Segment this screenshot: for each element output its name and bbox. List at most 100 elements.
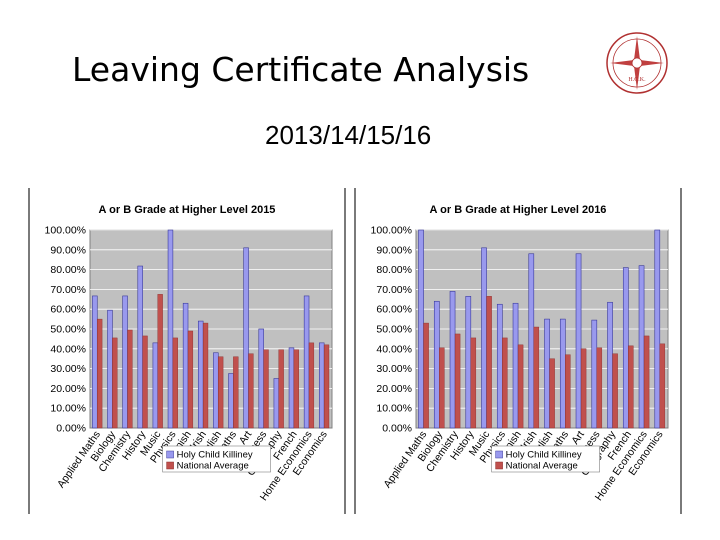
bar-national-2016 bbox=[439, 347, 445, 429]
bar-holy-child-2015 bbox=[243, 247, 249, 429]
bar-holy-child-2016 bbox=[528, 253, 535, 429]
y-tick-label-2015: 20.00% bbox=[50, 383, 86, 395]
bar-national-2016 bbox=[470, 337, 477, 429]
y-tick-label-2015: 90.00% bbox=[50, 244, 86, 256]
chart-title-2015: A or B Grade at Higher Level 2015 bbox=[99, 204, 276, 216]
bar-holy-child-2016 bbox=[496, 303, 503, 429]
bar-national-2015 bbox=[172, 337, 178, 429]
bar-national-2016 bbox=[643, 335, 650, 429]
y-tick-label-2016: 50.00% bbox=[376, 324, 412, 336]
bar-national-2015 bbox=[323, 344, 330, 429]
y-tick-label-2016: 40.00% bbox=[376, 343, 412, 355]
bar-national-2016 bbox=[423, 322, 429, 429]
legend-swatch-2016 bbox=[495, 461, 503, 470]
bar-holy-child-2016 bbox=[622, 267, 629, 429]
bar-national-2016 bbox=[659, 343, 666, 429]
slide-subtitle: 2013/14/15/16 bbox=[265, 120, 432, 150]
bar-holy-child-2016 bbox=[654, 229, 661, 429]
bar-holy-child-2015 bbox=[152, 342, 159, 429]
chart-2016-svg: A or B Grade at Higher Level 2016 0.00% 10… bbox=[371, 204, 669, 503]
bar-holy-child-2016 bbox=[638, 265, 645, 429]
bar-holy-child-2015 bbox=[258, 328, 264, 429]
bar-national-2016 bbox=[596, 347, 603, 429]
bar-national-2015 bbox=[97, 318, 103, 429]
bar-national-2015 bbox=[218, 356, 224, 429]
bar-national-2016 bbox=[502, 337, 508, 429]
bar-holy-child-2016 bbox=[575, 253, 582, 429]
bar-holy-child-2015 bbox=[228, 373, 234, 429]
bar-holy-child-2016 bbox=[544, 318, 550, 429]
svg-text:H.C.K.: H.C.K. bbox=[628, 77, 646, 83]
y-tick-label-2016: 90.00% bbox=[376, 244, 412, 256]
bar-national-2015 bbox=[233, 356, 239, 429]
legend-label-2016: Holy Child Killiney bbox=[506, 450, 582, 461]
bar-national-2015 bbox=[263, 349, 269, 429]
bar-holy-child-2015 bbox=[182, 302, 189, 429]
y-tick-label-2015: 50.00% bbox=[50, 324, 86, 336]
y-tick-label-2016: 10.00% bbox=[376, 403, 412, 415]
slide-title: Leaving Certificate Analysis bbox=[72, 50, 530, 89]
legend-label-2015: Holy Child Killiney bbox=[177, 450, 253, 461]
bar-national-2016 bbox=[549, 358, 555, 429]
y-tick-label-2016: 30.00% bbox=[376, 363, 412, 375]
bar-national-2015 bbox=[112, 337, 118, 429]
legend-swatch-2015 bbox=[166, 461, 174, 470]
legend-2015 bbox=[162, 445, 271, 473]
school-crest-logo: H.C.K. bbox=[606, 32, 668, 94]
y-tick-label-2015: 60.00% bbox=[50, 304, 86, 316]
y-tick-label-2016: 100.00% bbox=[371, 225, 412, 237]
bar-holy-child-2016 bbox=[607, 301, 613, 429]
legend-2016 bbox=[491, 445, 600, 473]
legend-label-2016: National Average bbox=[506, 461, 578, 472]
bar-holy-child-2016 bbox=[418, 229, 424, 429]
bar-holy-child-2015 bbox=[137, 265, 143, 429]
bar-national-2015 bbox=[293, 349, 299, 429]
y-tick-label-2016: 0.00% bbox=[382, 423, 412, 435]
y-tick-label-2016: 70.00% bbox=[376, 284, 412, 296]
bar-holy-child-2015 bbox=[288, 347, 295, 429]
y-tick-label-2016: 20.00% bbox=[376, 383, 412, 395]
bar-national-2016 bbox=[612, 353, 618, 429]
bar-holy-child-2016 bbox=[512, 302, 519, 429]
y-tick-label-2015: 10.00% bbox=[50, 403, 86, 415]
bar-holy-child-2015 bbox=[213, 352, 219, 429]
y-tick-label-2015: 30.00% bbox=[50, 363, 86, 375]
bar-national-2015 bbox=[157, 294, 163, 429]
legend-swatch-2016 bbox=[495, 450, 503, 459]
y-tick-label-2015: 0.00% bbox=[56, 423, 86, 435]
bar-national-2015 bbox=[248, 353, 254, 429]
bar-holy-child-2016 bbox=[433, 300, 440, 429]
bar-national-2016 bbox=[454, 333, 461, 429]
bar-national-2015 bbox=[142, 335, 148, 429]
y-tick-label-2015: 70.00% bbox=[50, 284, 86, 296]
bar-holy-child-2016 bbox=[449, 291, 456, 429]
bar-holy-child-2015 bbox=[197, 320, 204, 429]
bar-holy-child-2016 bbox=[465, 296, 472, 429]
chart-title-2016: A or B Grade at Higher Level 2016 bbox=[430, 204, 607, 216]
bar-national-2016 bbox=[628, 345, 634, 429]
bar-holy-child-2016 bbox=[591, 319, 598, 429]
legend-label-2015: National Average bbox=[177, 461, 249, 472]
bar-holy-child-2015 bbox=[273, 378, 280, 429]
bar-holy-child-2015 bbox=[303, 295, 310, 429]
bar-holy-child-2015 bbox=[107, 309, 113, 429]
bar-national-2015 bbox=[127, 329, 133, 429]
bar-holy-child-2015 bbox=[122, 295, 128, 429]
bar-national-2015 bbox=[278, 349, 284, 429]
bar-national-2016 bbox=[533, 326, 540, 429]
bar-holy-child-2016 bbox=[481, 247, 487, 429]
bar-national-2016 bbox=[517, 344, 524, 429]
bar-holy-child-2015 bbox=[318, 342, 325, 429]
y-tick-label-2016: 80.00% bbox=[376, 264, 412, 276]
chart-2015: A or B Grade at Higher Level 2015 0.00% 10… bbox=[28, 188, 346, 514]
bar-national-2016 bbox=[580, 348, 587, 429]
bar-national-2015 bbox=[187, 330, 194, 429]
bar-national-2016 bbox=[486, 296, 492, 429]
y-tick-label-2015: 40.00% bbox=[50, 343, 86, 355]
bar-holy-child-2015 bbox=[167, 229, 174, 429]
bar-holy-child-2016 bbox=[559, 318, 566, 429]
bar-national-2016 bbox=[565, 354, 571, 429]
chart-2016: A or B Grade at Higher Level 2016 0.00% 10… bbox=[354, 188, 682, 514]
y-tick-label-2016: 60.00% bbox=[376, 304, 412, 316]
bar-national-2015 bbox=[202, 322, 209, 429]
